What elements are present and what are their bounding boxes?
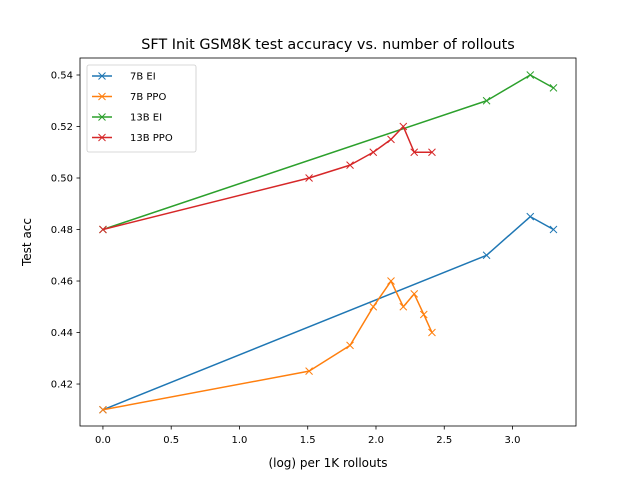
- series-13b-ppo: [99, 122, 436, 234]
- data-point-marker: [526, 71, 535, 79]
- data-point-marker: [99, 225, 107, 234]
- y-axis-label: Test acc: [20, 218, 34, 267]
- legend-box: [86, 64, 197, 153]
- data-point-marker: [369, 302, 378, 311]
- data-point-marker: [387, 277, 395, 285]
- series-line: [102, 74, 554, 231]
- data-point-marker: [369, 148, 378, 157]
- series-line: [102, 215, 554, 411]
- y-tick-label: 0.54: [51, 70, 73, 81]
- legend-label: 7B EI: [130, 72, 156, 83]
- y-tick-label: 0.42: [51, 380, 73, 391]
- legend-label: 13B PPO: [130, 133, 173, 144]
- data-point-marker: [549, 225, 558, 234]
- data-point-marker: [387, 135, 395, 144]
- series-7b-ppo: [99, 277, 436, 414]
- data-point-marker: [419, 310, 428, 319]
- x-marker-icon: [98, 133, 106, 142]
- x-tick-label: 2.5: [436, 435, 452, 446]
- y-tick-label: 0.50: [51, 174, 73, 185]
- data-point-marker: [99, 405, 107, 414]
- data-point-marker: [399, 122, 408, 131]
- legend-label: 13B EI: [130, 113, 162, 124]
- y-tick-label: 0.44: [51, 328, 73, 339]
- data-point-marker: [346, 161, 354, 169]
- data-point-marker: [549, 84, 558, 92]
- x-tick-label: 1.0: [232, 435, 248, 446]
- chart-title: SFT Init GSM8K test accuracy vs. number …: [141, 37, 515, 53]
- plot-area: [99, 71, 558, 414]
- data-point-marker: [482, 96, 491, 105]
- axes-frame: [79, 57, 577, 427]
- x-axis: 0.0 0.5 1.0 1.5 2.0 2.5 3.0: [95, 426, 520, 446]
- x-tick-label: 3.0: [505, 435, 521, 446]
- y-tick-label: 0.46: [51, 277, 73, 288]
- legend-item: 13B PPO: [92, 133, 173, 144]
- legend-item: 13B EI: [92, 113, 162, 124]
- x-tick-label: 0.5: [163, 435, 179, 446]
- y-tick-label: 0.52: [51, 122, 73, 133]
- data-point-marker: [410, 290, 419, 298]
- data-point-marker: [305, 367, 313, 376]
- data-point-marker: [428, 148, 436, 157]
- x-marker-icon: [98, 92, 106, 101]
- x-tick-label: 1.5: [300, 435, 316, 446]
- data-point-marker: [346, 341, 354, 350]
- data-point-marker: [305, 174, 313, 182]
- data-point-marker: [399, 302, 408, 311]
- x-axis-label: (log) per 1K rollouts: [268, 456, 387, 470]
- legend-label: 7B PPO: [130, 92, 166, 103]
- y-axis: 0.42 0.44 0.46 0.48 0.50 0.52 0.54: [51, 70, 80, 391]
- data-point-marker: [428, 328, 436, 337]
- x-marker-icon: [98, 113, 106, 121]
- legend-item: 7B EI: [92, 72, 156, 83]
- legend: 7B EI 7B PPO 13B EI 13B PPO: [86, 64, 197, 153]
- legend-item: 7B PPO: [92, 92, 166, 103]
- y-tick-label: 0.48: [51, 225, 73, 236]
- series-line: [102, 125, 432, 231]
- data-point-marker: [410, 148, 419, 157]
- series-7b-ei: [99, 212, 558, 414]
- data-point-marker: [526, 212, 535, 221]
- x-tick-label: 2.0: [368, 435, 384, 446]
- x-tick-label: 0.0: [95, 435, 111, 446]
- x-marker-icon: [98, 72, 106, 80]
- data-point-marker: [482, 251, 491, 260]
